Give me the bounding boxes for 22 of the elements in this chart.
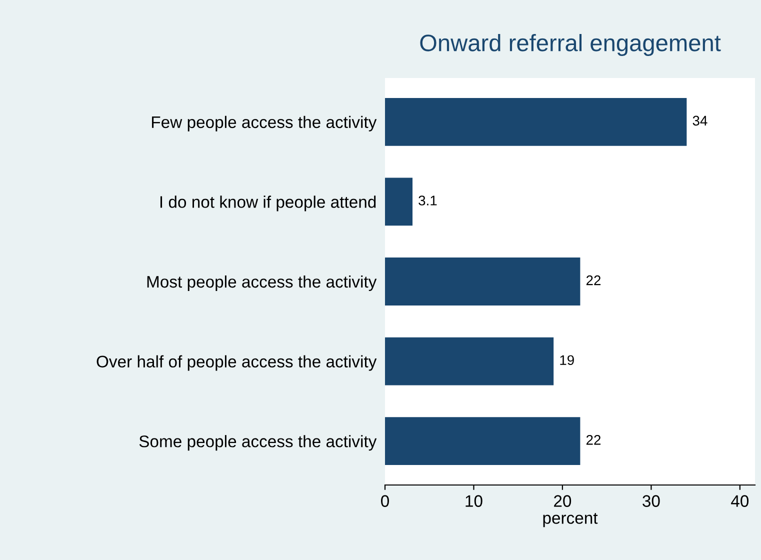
x-tick-label: 0 xyxy=(381,495,389,507)
data-label: 19 xyxy=(560,355,574,366)
y-tick-label: Over half of people access the activity xyxy=(96,355,377,371)
x-tick-label: 10 xyxy=(466,495,482,507)
y-tick-label: I do not know if people attend xyxy=(160,196,376,212)
y-tick-label: Most people access the activity xyxy=(147,275,377,291)
bar xyxy=(385,417,580,466)
bar xyxy=(385,98,687,146)
bar xyxy=(385,258,580,306)
data-label: 22 xyxy=(586,435,601,445)
x-tick-label: 20 xyxy=(554,495,572,507)
bar xyxy=(385,178,413,226)
chart-title: Onward referral engagement xyxy=(420,34,721,56)
y-tick-label: Some people access the activity xyxy=(139,435,377,451)
data-label: 22 xyxy=(586,275,601,286)
x-tick-label: 40 xyxy=(731,495,749,507)
data-label: 34 xyxy=(692,116,708,126)
data-label: 3.1 xyxy=(418,196,437,206)
x-axis-title: percent xyxy=(543,512,598,528)
bar xyxy=(385,337,554,386)
x-tick-label: 30 xyxy=(642,495,660,507)
y-tick-label: Few people access the activity xyxy=(152,116,377,132)
